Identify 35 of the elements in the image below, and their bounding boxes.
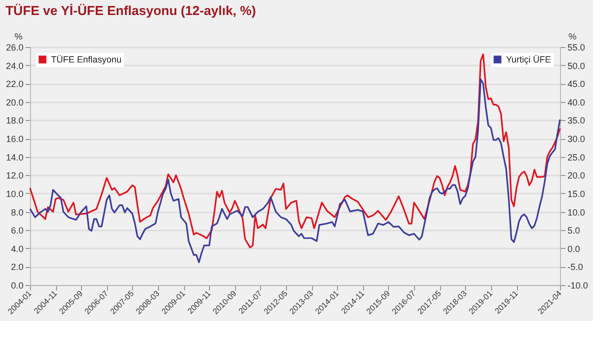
y2-tick-label: 30.0 xyxy=(568,134,586,144)
y2-tick-label: 20.0 xyxy=(568,170,586,181)
y2-tick-label: 5.0 xyxy=(568,226,580,236)
y2-tick-label: 10.0 xyxy=(568,207,586,218)
y-tick-label: 6.0 xyxy=(10,226,24,236)
y2-tick-label: 25.0 xyxy=(568,152,586,162)
y-tick-label: 26.0 xyxy=(6,42,24,52)
legend-label: TÜFE Enflasyonu xyxy=(51,54,122,64)
y-axis-title: % xyxy=(14,32,23,42)
y2-axis-title: % xyxy=(568,32,577,42)
y2-tick-label: 0.0 xyxy=(568,244,580,254)
y-tick-label: 2.0 xyxy=(10,262,24,272)
y2-tick-label: 45.0 xyxy=(568,79,586,90)
y-tick-label: 16.0 xyxy=(6,134,24,144)
y2-tick-label: -5.0 xyxy=(568,262,584,272)
y-tick-label: 0.0 xyxy=(10,280,24,290)
y2-tick-label: 40.0 xyxy=(568,97,586,108)
y-tick-label: 4.0 xyxy=(10,244,24,254)
y-tick-label: 22.0 xyxy=(6,79,24,90)
y-tick-label: 8.0 xyxy=(10,207,24,218)
y-tick-label: 12.0 xyxy=(6,170,24,181)
line-series xyxy=(29,54,561,248)
y2-tick-label: -10.0 xyxy=(568,280,588,290)
y2-tick-label: 55.0 xyxy=(568,42,586,52)
y-tick-label: 20.0 xyxy=(6,97,24,108)
y2-tick-label: 15.0 xyxy=(568,188,586,199)
line-series xyxy=(29,78,561,264)
chart-title: TÜFE ve Yİ-ÜFE Enflasyonu (12-aylık, %) xyxy=(5,3,256,18)
y2-tick-label: 35.0 xyxy=(568,116,586,126)
y-tick-label: 14.0 xyxy=(6,152,24,162)
y-tick-label: 24.0 xyxy=(6,60,24,71)
y2-tick-label: 50.0 xyxy=(568,60,586,71)
y-tick-label: 10.0 xyxy=(6,188,24,199)
y-tick-label: 18.0 xyxy=(6,116,24,126)
legend-label: Yurtiçi ÜFE xyxy=(506,54,552,64)
